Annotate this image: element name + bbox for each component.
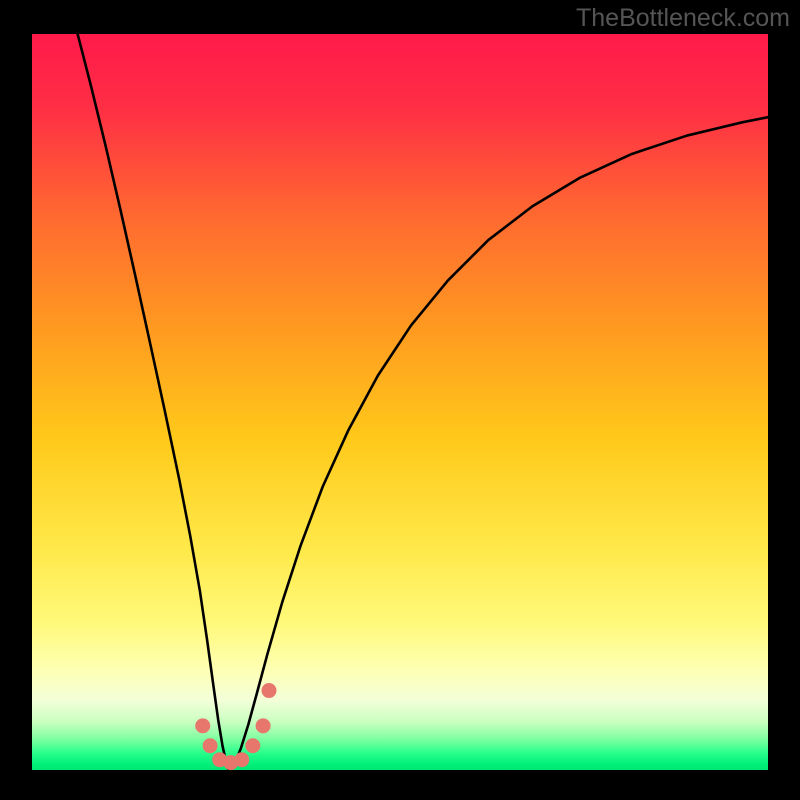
watermark-text: TheBottleneck.com [576, 4, 790, 33]
marker-point [195, 718, 210, 733]
plot-area [32, 34, 768, 770]
marker-point [261, 683, 276, 698]
bottleneck-curve [78, 34, 768, 770]
chart-svg [32, 34, 768, 770]
marker-point [256, 718, 271, 733]
marker-point [203, 738, 218, 753]
marker-point [245, 738, 260, 753]
marker-point [234, 752, 249, 767]
